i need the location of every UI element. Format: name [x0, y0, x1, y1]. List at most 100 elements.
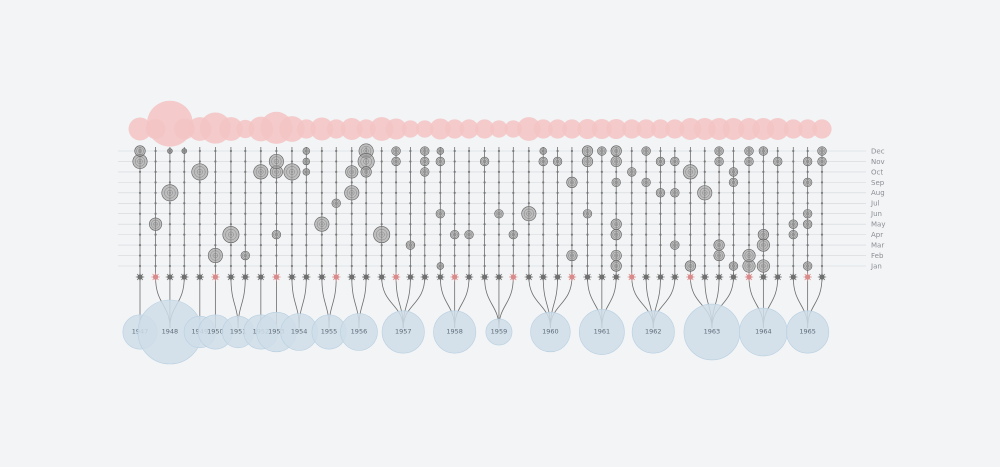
stem-tick: [350, 149, 353, 153]
month-point-circle: [344, 185, 360, 201]
month-point-ring: [612, 230, 620, 239]
stem-tick: [820, 212, 824, 215]
stem-tick: [439, 233, 442, 236]
stem-tick: [439, 243, 442, 247]
stem-node: [377, 272, 386, 282]
stem-node: [317, 272, 327, 282]
month-point-ring: [716, 147, 723, 155]
stem-tick: [497, 181, 501, 184]
month-point: [240, 250, 250, 261]
stem-tick: [409, 181, 412, 184]
month-point: [742, 248, 756, 263]
month-point-ring: [408, 243, 413, 247]
stem-tick: [792, 264, 795, 268]
stem-tick: [214, 212, 217, 215]
stem-tick: [586, 191, 589, 194]
month-point-ring: [746, 263, 752, 269]
month-label-jun: Jun: [870, 210, 882, 218]
stem-tick: [335, 223, 338, 226]
month-point-circle: [240, 250, 250, 261]
stem-tick: [183, 181, 186, 184]
stem-tick: [183, 254, 186, 257]
stem-node: [714, 272, 724, 282]
top-bubble: [385, 118, 407, 140]
month-point: [360, 166, 372, 178]
stem-node-dot: [643, 274, 649, 280]
stem-tick: [483, 243, 486, 247]
stem-node: [597, 272, 607, 282]
stem-tick: [732, 191, 735, 194]
stem-tick: [409, 202, 412, 205]
month-point: [436, 147, 445, 155]
stem-tick: [820, 264, 824, 268]
stem-tick: [198, 243, 201, 247]
stem-tick: [556, 223, 559, 226]
stem-tick: [198, 160, 201, 163]
month-point: [817, 146, 827, 156]
stem-tick: [453, 170, 456, 174]
stem-tick: [630, 149, 633, 153]
month-point-circle: [742, 248, 756, 263]
year-label: 1956: [351, 328, 368, 336]
month-point-ring: [761, 263, 766, 269]
month-point-ring: [423, 149, 427, 153]
stem-node-dot: [289, 274, 295, 280]
stem-tick: [320, 202, 323, 205]
stem-tick: [586, 181, 589, 184]
month-point: [610, 155, 622, 168]
stem-tick: [512, 191, 515, 194]
year-label: 1961: [594, 328, 611, 336]
month-point-ring: [511, 233, 515, 237]
stem-tick: [198, 181, 201, 184]
month-point-ring: [540, 148, 546, 154]
stem-tick: [335, 264, 338, 268]
month-point-ring: [744, 251, 754, 260]
month-point-ring: [394, 149, 398, 153]
stem-tick: [198, 149, 201, 153]
month-point: [756, 238, 770, 252]
stem-tick: [497, 233, 501, 236]
stem-tick: [806, 254, 809, 257]
stem-nodes: [135, 272, 827, 282]
stem-tick: [423, 243, 426, 247]
stem-tick: [615, 191, 618, 194]
stem-tick: [275, 254, 278, 257]
stem-tick: [409, 191, 412, 194]
stem-tick: [689, 243, 692, 247]
stem-tick: [229, 223, 233, 226]
stem-node: [180, 272, 189, 282]
stem-tick: [154, 160, 157, 163]
month-point-ring: [614, 253, 619, 258]
month-point-ring: [136, 147, 144, 155]
stem-tick: [542, 223, 545, 226]
month-point-ring: [497, 212, 501, 216]
stem-tick: [394, 202, 398, 205]
stem-tick: [542, 170, 545, 174]
stem-tick: [380, 191, 383, 194]
month-point-ring: [614, 232, 619, 237]
stem-tick: [512, 170, 515, 174]
month-point-ring: [182, 149, 187, 153]
stem-tick: [820, 254, 824, 257]
month-point-ring: [258, 169, 264, 175]
stem-tick: [183, 160, 186, 163]
stem-tick: [527, 181, 530, 184]
stem-tick: [615, 212, 618, 215]
stem-tick: [645, 202, 648, 205]
stem-tick: [409, 233, 412, 236]
stem-tick: [290, 264, 294, 268]
stem-node-dot: [629, 274, 635, 280]
stem-tick: [423, 181, 426, 184]
stem-tick: [776, 149, 779, 153]
month-point-circle: [802, 177, 813, 188]
stem-tick: [275, 212, 278, 215]
stem-tick: [820, 170, 824, 174]
stem-tick: [229, 160, 233, 163]
stem-node-dot: [657, 274, 664, 280]
stem-node: [759, 272, 768, 282]
month-label-dec: Dec: [871, 147, 885, 155]
month-point-ring: [164, 187, 176, 199]
month-point-ring: [790, 231, 797, 238]
stem-tick: [467, 191, 471, 194]
month-point: [373, 226, 391, 244]
